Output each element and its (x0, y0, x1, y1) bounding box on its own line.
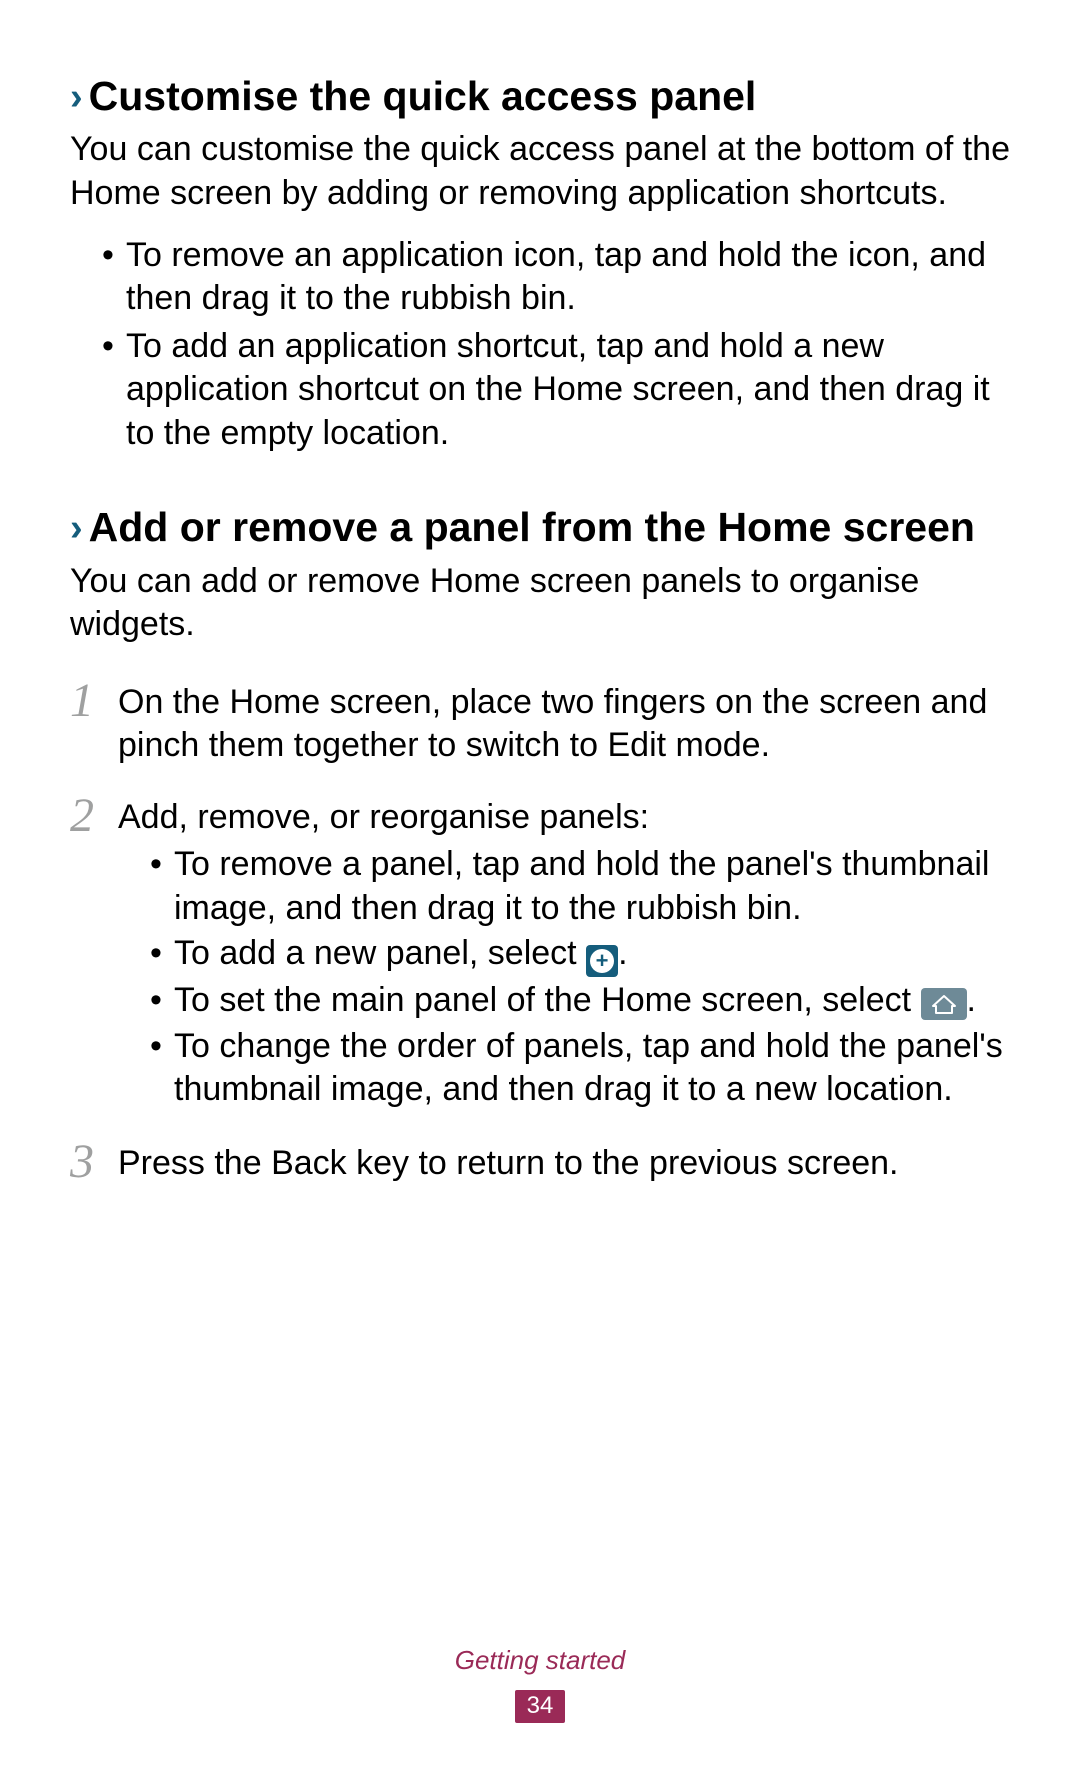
step-text: Press the Back key to return to the prev… (118, 1142, 1010, 1186)
section-2-intro: You can add or remove Home screen panels… (70, 560, 1010, 647)
step-number: 2 (70, 792, 118, 1114)
home-panel-icon (921, 988, 967, 1020)
bullet-text-before: To set the main panel of the Home screen… (174, 981, 921, 1019)
section-2-heading: ›Add or remove a panel from the Home scr… (70, 501, 1010, 553)
step-body: Press the Back key to return to the prev… (118, 1138, 1010, 1186)
bullet-item: To remove a panel, tap and hold the pane… (150, 843, 1010, 930)
step-number: 3 (70, 1138, 118, 1186)
step-3: 3 Press the Back key to return to the pr… (70, 1138, 1010, 1186)
page-footer: Getting started 34 (0, 1644, 1080, 1725)
bullet-item: To remove an application icon, tap and h… (102, 234, 1010, 321)
bullet-text-before: To add a new panel, select (174, 934, 586, 972)
section-2: ›Add or remove a panel from the Home scr… (70, 501, 1010, 1186)
bullet-text-after: . (618, 934, 627, 972)
footer-section-label: Getting started (0, 1644, 1080, 1677)
bullet-item: To add an application shortcut, tap and … (102, 325, 1010, 456)
step-body: On the Home screen, place two fingers on… (118, 677, 1010, 768)
step-2: 2 Add, remove, or reorganise panels: To … (70, 792, 1010, 1114)
step-2-bullets: To remove a panel, tap and hold the pane… (118, 843, 1010, 1112)
bullet-item: To set the main panel of the Home screen… (150, 979, 1010, 1023)
section-1-bullets: To remove an application icon, tap and h… (70, 234, 1010, 456)
bullet-item: To change the order of panels, tap and h… (150, 1025, 1010, 1112)
document-page: ›Customise the quick access panel You ca… (0, 0, 1080, 1771)
page-number: 34 (515, 1690, 566, 1723)
step-lead: Add, remove, or reorganise panels: (118, 796, 1010, 840)
section-2-title: Add or remove a panel from the Home scre… (89, 504, 975, 550)
section-1-heading: ›Customise the quick access panel (70, 70, 1010, 122)
section-1-intro: You can customise the quick access panel… (70, 128, 1010, 215)
step-text: On the Home screen, place two fingers on… (118, 681, 1010, 768)
chevron-icon: › (70, 76, 83, 118)
section-1-title: Customise the quick access panel (89, 73, 757, 119)
step-number: 1 (70, 677, 118, 768)
step-1: 1 On the Home screen, place two fingers … (70, 677, 1010, 768)
chevron-icon: › (70, 507, 83, 549)
bullet-text-after: . (967, 981, 976, 1019)
bullet-item: To add a new panel, select +. (150, 932, 1010, 977)
add-panel-icon: + (586, 945, 618, 977)
step-body: Add, remove, or reorganise panels: To re… (118, 792, 1010, 1114)
